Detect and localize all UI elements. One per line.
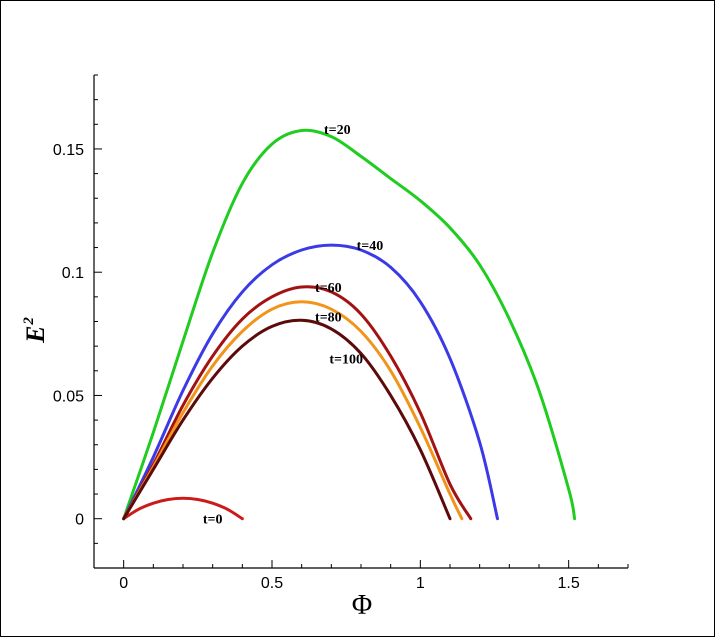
series-label-t-60: t=60	[315, 281, 342, 296]
x-axis-title: Φ	[352, 590, 372, 621]
curve-labels: t=0 t=20 t=40 t=60 t=80 t=100	[203, 123, 383, 527]
series-line-t-100	[122, 318, 452, 521]
series-line-t-20	[122, 128, 577, 521]
series-line-t-60	[122, 285, 473, 521]
x-tick-label: 0	[119, 575, 128, 592]
y-tick-label: 0	[75, 512, 84, 529]
y-tick-label: 0.05	[53, 388, 84, 405]
y-tick-label: 0.1	[62, 265, 84, 282]
y-axis-title-superscript: 2	[21, 317, 37, 326]
series-label-t-40: t=40	[357, 239, 384, 254]
y-axis-title-main: E	[21, 326, 50, 344]
series-label-t-0: t=0	[203, 513, 223, 528]
x-tick-label: 1.5	[558, 575, 580, 592]
y-tick-label: 0.15	[53, 142, 84, 159]
series-line-t-40	[122, 243, 499, 521]
series-label-t-20: t=20	[324, 123, 351, 138]
x-tick-label: 1	[416, 575, 425, 592]
series-label-t-80: t=80	[315, 311, 342, 326]
series-line-t-0	[122, 496, 244, 521]
x-tick-label: 0.5	[261, 575, 283, 592]
axes: 0 0.5 1 1.5 0 0.05 0.1 0.15	[53, 74, 629, 592]
series-line-t-80	[122, 300, 464, 521]
series-label-t-100: t=100	[329, 352, 363, 367]
y-axis-title: E2	[21, 317, 50, 344]
curves	[122, 128, 577, 521]
